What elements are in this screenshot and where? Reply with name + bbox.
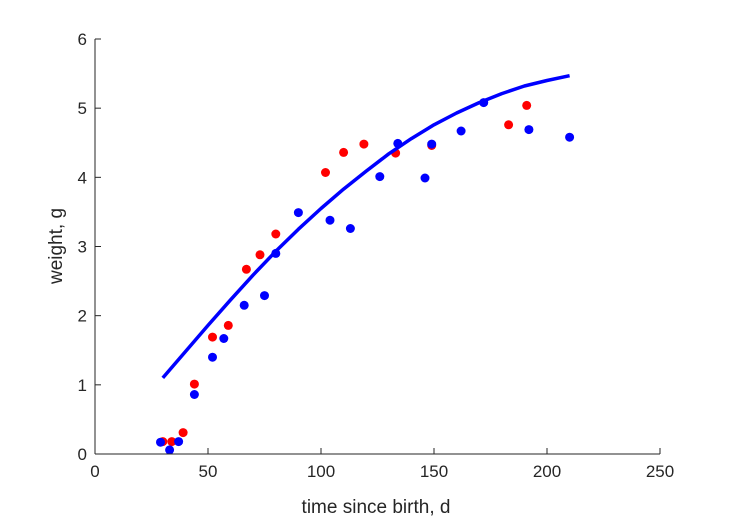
blue-data-point <box>260 291 269 301</box>
blue-data-point <box>208 352 217 362</box>
red-data-point <box>522 100 532 110</box>
blue-data-point <box>420 173 430 183</box>
red-data-point <box>178 428 188 438</box>
x-tick-label: 50 <box>199 462 218 481</box>
blue-data-point <box>219 334 229 343</box>
x-tick-label: 150 <box>420 462 448 481</box>
red-data-point <box>223 320 233 330</box>
blue-data-point <box>293 208 303 218</box>
x-axis-title: time since birth, d <box>302 497 451 518</box>
fit-curve <box>161 73 570 380</box>
x-tick-label: 250 <box>646 462 674 481</box>
x-tick-label: 100 <box>307 462 335 481</box>
blue-data-point <box>239 300 249 310</box>
plot-area <box>156 73 575 455</box>
blue-data-point <box>565 132 575 142</box>
blue-data-point <box>189 390 199 399</box>
blue-data-point <box>456 126 466 136</box>
blue-data-point <box>325 215 335 225</box>
blue-data-point <box>345 224 355 233</box>
red-data-point <box>189 379 199 389</box>
blue-data-point <box>165 445 175 455</box>
blue-data-point <box>524 125 534 135</box>
red-data-point <box>255 250 265 260</box>
x-tick-label: 200 <box>533 462 561 481</box>
red-data-point <box>271 229 281 239</box>
red-data-point <box>359 139 369 149</box>
y-tick-label: 2 <box>78 307 87 326</box>
y-tick-label: 3 <box>78 238 87 257</box>
blue-data-point <box>427 139 437 149</box>
red-data-point <box>241 264 251 274</box>
y-axis-title: weight, g <box>46 208 67 285</box>
red-data-point <box>321 168 330 177</box>
blue-data-point <box>174 437 184 447</box>
x-tick-label: 0 <box>90 462 99 481</box>
red-data-point <box>167 437 177 447</box>
red-data-point <box>339 147 349 157</box>
axes: 0 50 100 150 200 250 0 1 2 3 4 5 6 <box>78 30 675 481</box>
red-data-point <box>208 332 217 342</box>
blue-data-point <box>156 437 165 447</box>
red-data-point <box>504 120 514 130</box>
y-tick-label: 0 <box>78 445 87 464</box>
y-tick-label: 1 <box>78 376 87 395</box>
y-tick-label: 6 <box>78 30 87 49</box>
y-tick-label: 5 <box>78 99 87 118</box>
y-tick-label: 4 <box>78 168 87 187</box>
blue-data-point <box>375 172 385 182</box>
